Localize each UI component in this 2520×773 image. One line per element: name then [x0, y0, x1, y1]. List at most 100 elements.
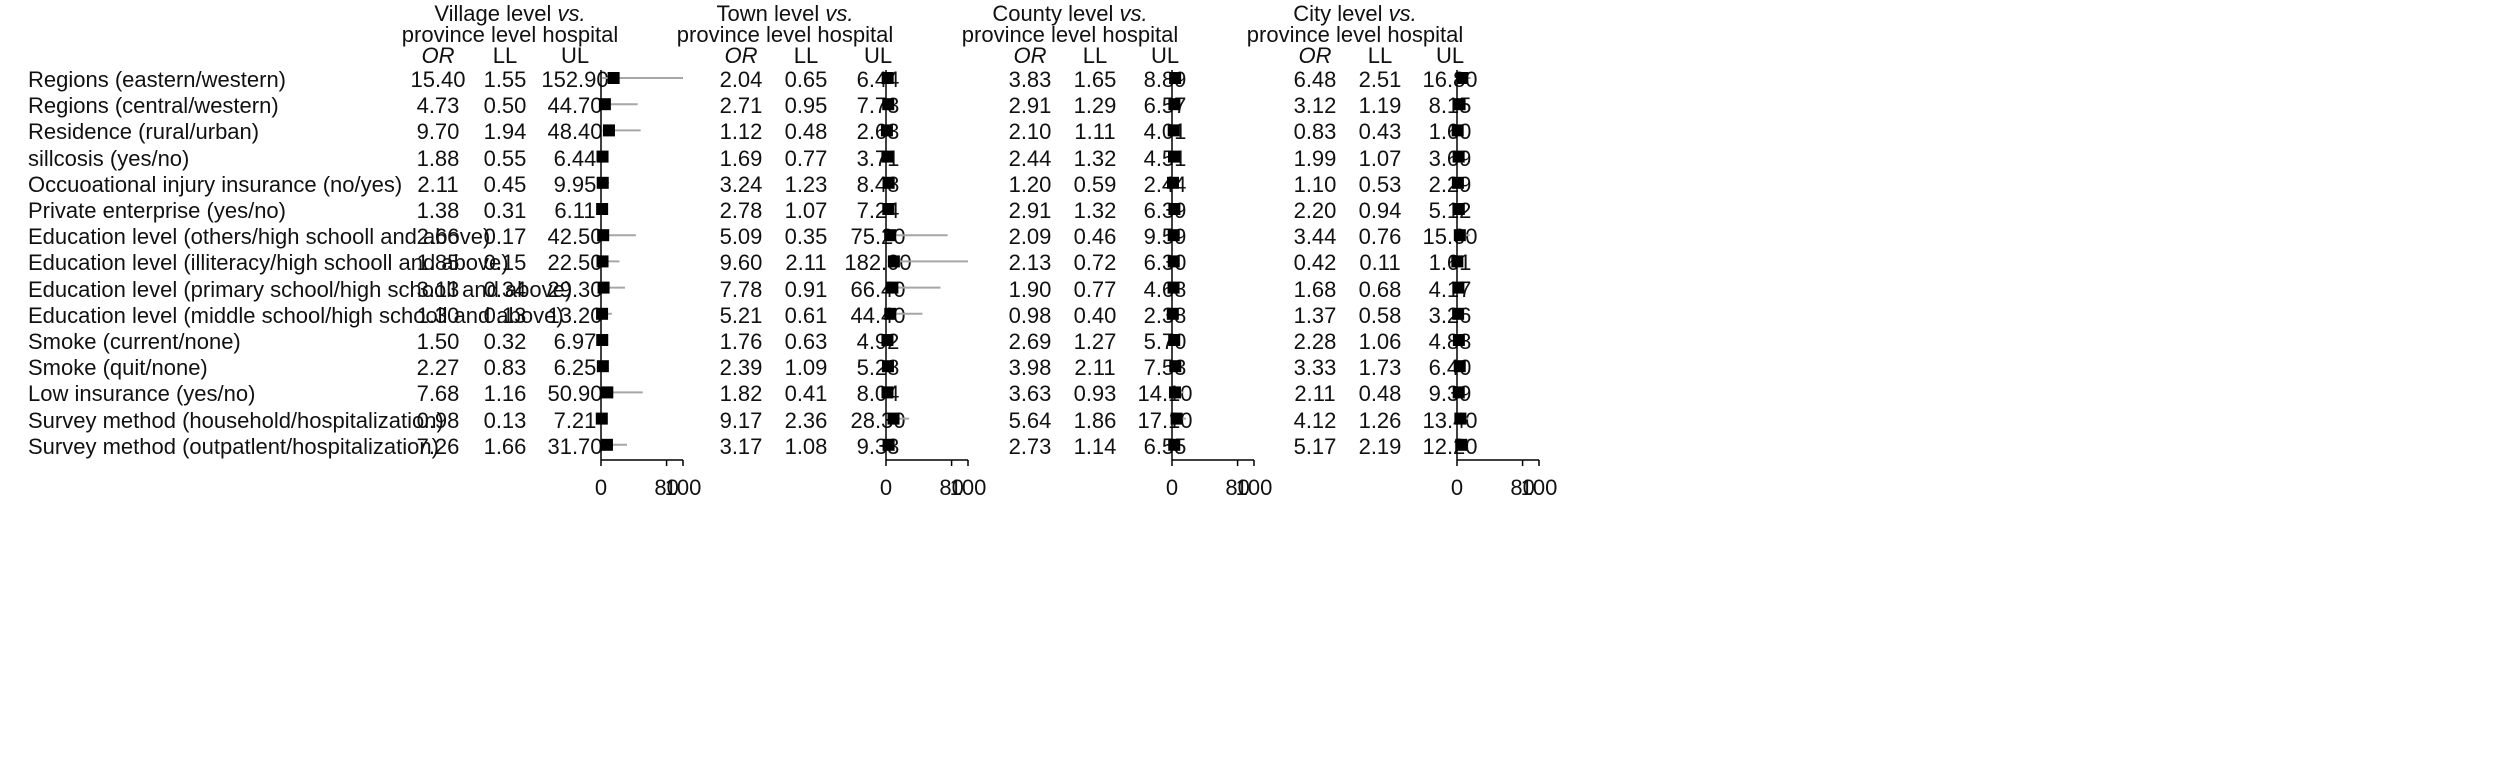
or-value: 2.73 — [1008, 433, 1052, 459]
ul-value: 152.90 — [541, 67, 609, 92]
or-value: 2.78 — [719, 198, 763, 223]
ll-value: 1.65 — [1073, 67, 1117, 92]
or-value: 1.85 — [416, 250, 460, 276]
or-marker — [1452, 203, 1465, 215]
panel-subtitle: province level hospital — [1246, 22, 1464, 47]
or-value: 1.38 — [416, 198, 460, 223]
or-marker — [1453, 360, 1466, 373]
or-marker — [881, 72, 894, 84]
or-marker — [1452, 334, 1465, 346]
or-marker — [1455, 438, 1468, 451]
or-value: 5.17 — [1293, 433, 1337, 459]
or-marker — [598, 98, 611, 111]
x-tick-label: 80 — [1510, 475, 1534, 500]
or-value: 2.91 — [1008, 198, 1052, 223]
or-marker — [1167, 255, 1180, 268]
ll-value: 0.40 — [1073, 302, 1117, 328]
ll-value: 0.17 — [483, 224, 527, 250]
or-marker — [881, 360, 894, 373]
ll-value: 0.43 — [1358, 119, 1402, 145]
or-marker — [596, 307, 609, 320]
or-value: 9.70 — [416, 119, 460, 145]
or-marker — [1167, 124, 1180, 137]
ll-value: 0.68 — [1358, 276, 1402, 302]
ll-value: 0.15 — [483, 250, 527, 276]
or-marker — [600, 438, 613, 451]
or-value: 2.09 — [1008, 224, 1052, 250]
or-value: 3.17 — [719, 433, 763, 459]
or-marker — [882, 438, 895, 451]
ll-value: 1.66 — [483, 433, 527, 459]
panel-title-vs: vs. — [1388, 1, 1417, 26]
or-value: 2.10 — [1008, 119, 1052, 145]
ll-value: 1.07 — [1358, 145, 1402, 171]
row-label: Education level (illiteracy/high schooll… — [28, 250, 509, 276]
ul-value: 7.21 — [553, 407, 597, 433]
panel-title-vs: vs. — [825, 1, 854, 26]
or-value: 0.98 — [416, 407, 460, 433]
or-marker — [1454, 412, 1467, 425]
or-marker — [1170, 412, 1183, 425]
or-marker — [1168, 98, 1181, 111]
or-value: 15.40 — [410, 67, 466, 92]
or-value: 3.98 — [1008, 355, 1052, 381]
ll-value: 2.36 — [784, 407, 828, 433]
ll-value: 0.50 — [483, 93, 527, 119]
ll-value: 0.91 — [784, 276, 828, 302]
or-value: 2.66 — [416, 224, 460, 250]
column-header-ul: UL — [560, 43, 590, 68]
ll-value: 0.55 — [483, 145, 527, 171]
ll-value: 2.11 — [1074, 355, 1116, 381]
panel-subtitle: province level hospital — [676, 22, 894, 47]
ll-value: 0.83 — [483, 355, 527, 381]
column-header-ll: LL — [1367, 43, 1393, 68]
ll-value: 0.34 — [483, 276, 527, 302]
ll-value: 0.76 — [1358, 224, 1402, 250]
or-marker — [1168, 150, 1181, 163]
or-marker — [887, 255, 900, 268]
or-value: 7.68 — [416, 381, 460, 407]
row-label: Residence (rural/urban) — [28, 119, 260, 145]
column-header-ll: LL — [492, 43, 518, 68]
ll-value: 1.08 — [784, 433, 828, 459]
ll-value: 0.13 — [483, 302, 527, 328]
or-marker — [1452, 150, 1465, 163]
ul-value: 22.50 — [547, 250, 603, 276]
ll-value: 1.19 — [1358, 93, 1402, 119]
ll-value: 1.26 — [1358, 407, 1402, 433]
or-value: 1.50 — [416, 329, 460, 354]
ul-value: 6.44 — [553, 145, 597, 171]
ll-value: 0.59 — [1073, 171, 1117, 197]
row-label: Smoke (quit/none) — [28, 355, 208, 381]
column-header-ll: LL — [1082, 43, 1108, 68]
or-marker — [1169, 72, 1182, 84]
panel-title-vs: vs. — [1119, 1, 1148, 26]
or-marker — [596, 255, 609, 268]
or-marker — [596, 334, 609, 346]
or-value: 3.44 — [1293, 224, 1337, 250]
panel-subtitle: province level hospital — [401, 22, 619, 47]
or-marker — [1451, 176, 1464, 189]
x-tick-label: 80 — [654, 475, 678, 500]
panel-title-level: County level — [992, 1, 1114, 26]
or-value: 1.90 — [1008, 276, 1052, 302]
panel-title-level: Village level — [434, 1, 552, 26]
or-value: 2.91 — [1008, 93, 1052, 119]
panel-title-level: Town level — [716, 1, 820, 26]
column-header-ll: LL — [793, 43, 819, 68]
x-tick-label: 80 — [1225, 475, 1249, 500]
or-marker — [595, 412, 608, 425]
or-value: 4.12 — [1293, 407, 1337, 433]
ll-value: 2.19 — [1358, 433, 1402, 459]
panel-subtitle: province level hospital — [961, 22, 1179, 47]
or-value: 2.04 — [719, 67, 763, 92]
x-tick-label: 0 — [880, 475, 892, 500]
or-value: 5.21 — [719, 302, 763, 328]
or-marker — [596, 176, 609, 189]
or-value: 2.11 — [1294, 381, 1336, 407]
row-label: Survey method (outpatlent/hospitalizatio… — [28, 433, 439, 459]
ll-value: 0.48 — [784, 119, 828, 145]
panel-title: Village level vs. — [360, 0, 660, 28]
or-value: 5.64 — [1008, 407, 1052, 433]
x-tick-label: 100 — [665, 475, 702, 500]
